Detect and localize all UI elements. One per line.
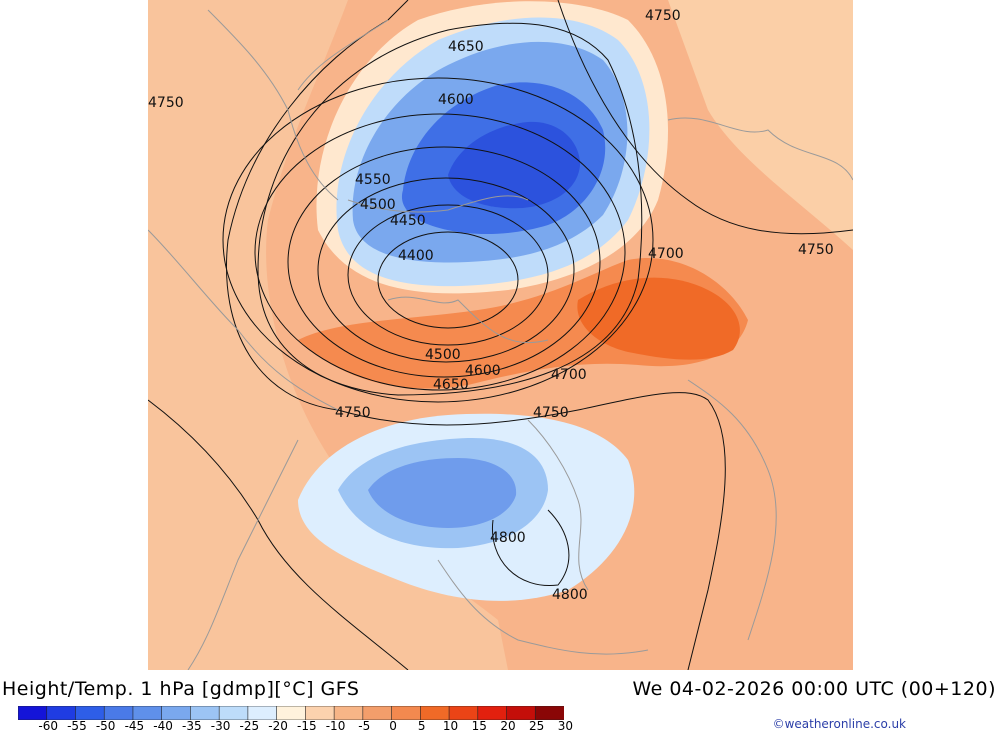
contour-line <box>226 0 409 411</box>
legend-tick-label: -35 <box>182 719 202 733</box>
legend-swatch <box>448 706 479 720</box>
contour-label: 4750 <box>645 8 681 24</box>
contour-label: 4700 <box>551 367 587 383</box>
contour-label: 4750 <box>533 405 569 421</box>
contour-label: 4700 <box>648 246 684 262</box>
contour-label: 4500 <box>425 347 461 363</box>
coastline <box>207 9 339 201</box>
contour-label: 4550 <box>355 172 391 188</box>
legend-tick-label: 5 <box>417 719 426 733</box>
valid-time: We 04-02-2026 00:00 UTC (00+120) <box>632 678 996 700</box>
height-contours <box>147 0 854 671</box>
temperature-field-cold-south-3 <box>368 458 517 528</box>
contour-line <box>347 204 549 346</box>
legend-tick-label: 30 <box>557 719 574 733</box>
legend-tick-label: -55 <box>67 719 87 733</box>
contour-labels: 4750 4650 4750 4600 4550 4500 4450 4400 … <box>148 8 834 603</box>
coastline <box>687 379 777 641</box>
contour-line <box>557 0 854 235</box>
coastline <box>187 439 299 671</box>
contour-line <box>257 22 643 396</box>
legend-tick-label: 20 <box>500 719 516 733</box>
legend-swatch <box>305 706 335 720</box>
contour-label: 4750 <box>148 95 184 111</box>
legend-swatch <box>477 706 508 720</box>
temperature-field-light <box>148 0 508 670</box>
legend-swatch <box>534 706 564 720</box>
legend-tick-label: -60 <box>38 719 58 733</box>
legend-swatch <box>333 706 364 720</box>
legend-tick-label: -5 <box>358 719 371 733</box>
temperature-field-cold-north-4 <box>448 121 580 209</box>
legend-tick-label: -40 <box>153 719 173 733</box>
contour-label: 4600 <box>438 92 474 108</box>
legend-swatch <box>18 706 48 720</box>
coastline <box>347 195 529 213</box>
credit-link[interactable]: ©weatheronline.co.uk <box>772 717 906 731</box>
contour-label: 4800 <box>552 587 588 603</box>
legend-tick-label: 25 <box>529 719 545 733</box>
legend-tick-label: -25 <box>239 719 260 733</box>
contour-label: 4650 <box>448 39 484 55</box>
contour-line <box>337 392 726 671</box>
legend-swatch <box>103 706 134 720</box>
coastline <box>147 229 339 411</box>
coastline <box>297 19 389 91</box>
legend-tick-label: -45 <box>124 719 145 733</box>
contour-label: 4800 <box>490 530 526 546</box>
legend-tick-label: -50 <box>95 719 116 733</box>
contour-label: 4750 <box>798 242 834 258</box>
temperature-field-light-right <box>668 0 853 250</box>
contour-line <box>491 509 570 587</box>
legend-tick-label: 10 <box>442 719 459 733</box>
color-legend-ticks: -60 -55 -50 -45 -40 -35 -30 -25 -20 -15 -10 -5 0 5 10 1… <box>18 719 578 733</box>
legend-swatch <box>420 706 450 720</box>
legend-swatch <box>46 706 77 720</box>
legend-swatch <box>391 706 422 720</box>
legend-swatch <box>247 706 278 720</box>
legend-swatch <box>190 706 220 720</box>
map-title: Height/Temp. 1 hPa [gdmp][°C] GFS <box>2 678 360 700</box>
legend-tick-label: 0 <box>389 719 397 733</box>
coastline <box>387 296 549 344</box>
legend-tick-label: 15 <box>471 719 487 733</box>
legend-swatch <box>506 706 537 720</box>
coastline <box>527 419 589 591</box>
contour-label: 4400 <box>398 248 434 264</box>
contour-line <box>254 113 626 391</box>
legend-tick-label: -10 <box>325 719 346 733</box>
contour-line <box>222 77 654 403</box>
legend-tick-label: -15 <box>296 719 317 733</box>
contour-line <box>317 177 575 363</box>
coastline <box>437 559 649 655</box>
coastlines <box>147 9 854 671</box>
legend-swatch <box>161 706 192 720</box>
contour-label: 4750 <box>335 405 371 421</box>
temperature-field-warm-core <box>577 277 740 360</box>
legend-swatch <box>362 706 393 720</box>
legend-tick-label: -30 <box>210 719 231 733</box>
contour-label: 4650 <box>433 377 469 393</box>
color-legend-bar <box>18 706 564 720</box>
contour-label: 4450 <box>390 213 426 229</box>
contour-line <box>287 146 601 378</box>
contour-line <box>377 231 519 329</box>
coastline <box>667 117 854 181</box>
legend-swatch <box>218 706 249 720</box>
legend-swatch <box>276 706 307 720</box>
contour-label: 4500 <box>360 197 396 213</box>
legend-swatch <box>132 706 163 720</box>
contour-label: 4600 <box>465 363 501 379</box>
weather-map: 4750 4650 4750 4600 4550 4500 4450 4400 … <box>147 0 854 671</box>
legend-swatch <box>75 706 106 720</box>
legend-tick-label: -20 <box>268 719 288 733</box>
